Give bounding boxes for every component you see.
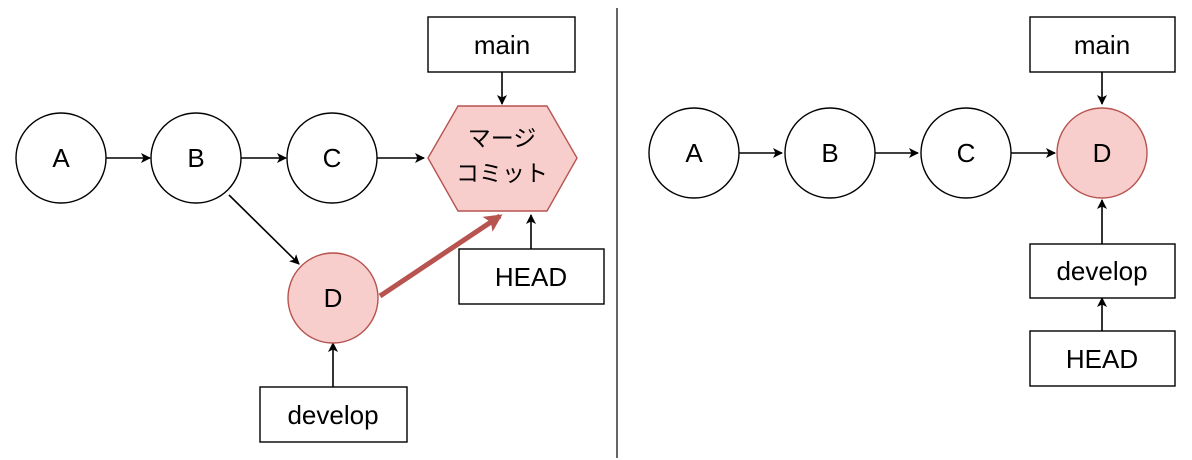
ref-develop: develop (259, 386, 408, 443)
commit-b: B (150, 112, 242, 204)
commit-c-right: C (920, 107, 1012, 199)
commit-a-label: A (52, 143, 70, 173)
commit-a: A (15, 112, 107, 204)
merge-commit-label-line1: マージ (468, 126, 537, 152)
ref-main-label: main (474, 30, 530, 60)
commit-c-label: C (323, 143, 342, 173)
merge-commit-hexagon: マージ コミット (427, 105, 578, 212)
commit-c-right-label: C (957, 138, 976, 168)
ref-head-label: HEAD (495, 262, 567, 292)
commit-d-right-highlighted: D (1056, 107, 1148, 199)
ref-head-right: HEAD (1029, 330, 1176, 387)
commit-b-right-label: B (821, 138, 838, 168)
edge-b-d (228, 194, 300, 265)
commit-a-right: A (648, 107, 740, 199)
ref-head-right-label: HEAD (1066, 344, 1138, 374)
ref-main: main (427, 16, 576, 73)
ref-develop-label: develop (287, 400, 378, 430)
ref-main-right-label: main (1074, 30, 1130, 60)
ref-head: HEAD (458, 248, 605, 305)
commit-b-label: B (187, 143, 204, 173)
commit-d-highlighted: D (287, 252, 379, 344)
ref-develop-right: develop (1029, 243, 1176, 299)
right-panel: A B C D main develop HEAD (648, 16, 1176, 387)
ref-main-right: main (1029, 16, 1176, 73)
ref-develop-right-label: develop (1056, 256, 1147, 286)
commit-c: C (286, 112, 378, 204)
commit-a-right-label: A (685, 138, 703, 168)
left-panel: A B C D マージ コミット main HEAD (15, 16, 605, 443)
commit-d-label: D (324, 283, 343, 313)
commit-d-right-label: D (1093, 138, 1112, 168)
merge-commit-label-line2: コミット (456, 161, 548, 187)
edge-d-merge-highlight (378, 213, 503, 299)
commit-b-right: B (784, 107, 876, 199)
